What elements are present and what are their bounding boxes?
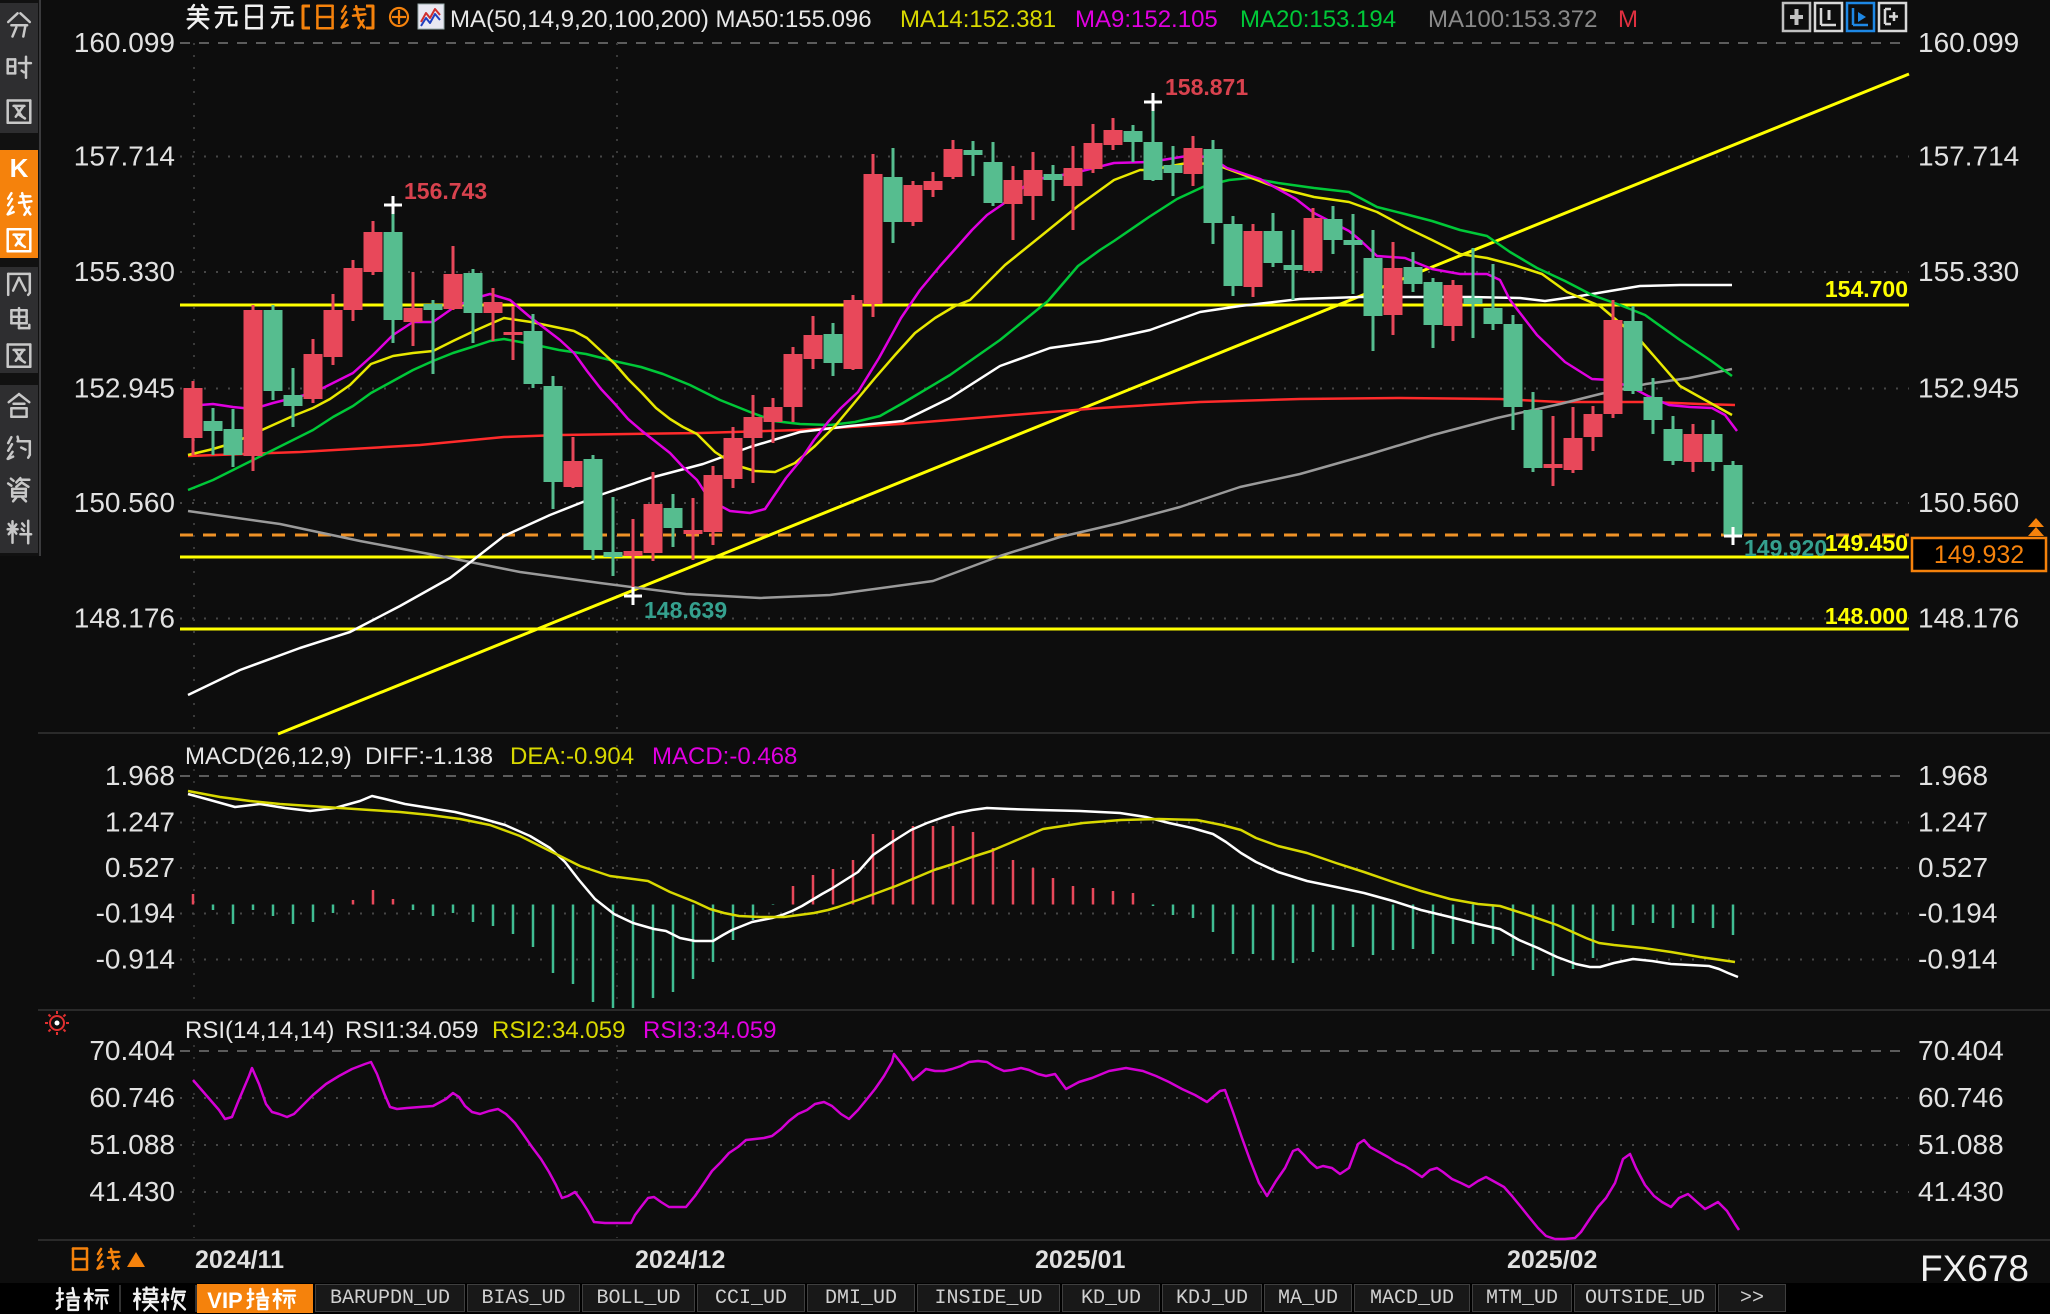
- svg-text:152.945: 152.945: [74, 373, 175, 404]
- svg-text:RSI1:34.059: RSI1:34.059: [345, 1017, 478, 1044]
- svg-text:MA(50,14,9,20,100,200) MA50:15: MA(50,14,9,20,100,200) MA50:155.096: [450, 6, 872, 33]
- svg-text:157.714: 157.714: [74, 141, 175, 172]
- svg-text:156.743: 156.743: [404, 178, 487, 204]
- svg-text:RSI2:34.059: RSI2:34.059: [492, 1017, 625, 1044]
- svg-text:FX678: FX678: [1920, 1248, 2029, 1289]
- svg-text:148.176: 148.176: [74, 603, 175, 634]
- svg-text:41.430: 41.430: [89, 1176, 175, 1207]
- svg-text:60.746: 60.746: [89, 1082, 175, 1113]
- svg-text:160.099: 160.099: [1918, 27, 2019, 58]
- svg-text:148.639: 148.639: [644, 597, 727, 623]
- svg-text:DIFF:-1.138: DIFF:-1.138: [365, 743, 493, 770]
- svg-text:0.527: 0.527: [1918, 852, 1988, 883]
- svg-text:148.000: 148.000: [1825, 603, 1908, 629]
- svg-text:150.560: 150.560: [1918, 487, 2019, 518]
- svg-text:MA14:152.381: MA14:152.381: [900, 6, 1056, 33]
- svg-text:1.247: 1.247: [1918, 807, 1988, 838]
- svg-text:148.176: 148.176: [1918, 603, 2019, 634]
- svg-text:1.968: 1.968: [105, 760, 175, 791]
- svg-text:155.330: 155.330: [1918, 256, 2019, 287]
- svg-text:149.920: 149.920: [1744, 535, 1827, 561]
- svg-text:1.247: 1.247: [105, 807, 175, 838]
- svg-text:2025/02: 2025/02: [1507, 1246, 1597, 1274]
- svg-text:157.714: 157.714: [1918, 141, 2019, 172]
- svg-text:154.700: 154.700: [1825, 276, 1908, 302]
- svg-text:MACD:-0.468: MACD:-0.468: [652, 743, 797, 770]
- svg-text:-0.194: -0.194: [96, 898, 175, 929]
- svg-text:2025/01: 2025/01: [1035, 1246, 1125, 1274]
- svg-text:1.968: 1.968: [1918, 760, 1988, 791]
- svg-text:155.330: 155.330: [74, 256, 175, 287]
- svg-text:DEA:-0.904: DEA:-0.904: [510, 743, 634, 770]
- svg-text:60.746: 60.746: [1918, 1082, 2004, 1113]
- svg-text:160.099: 160.099: [74, 27, 175, 58]
- svg-text:70.404: 70.404: [1918, 1035, 2004, 1066]
- svg-text:MA9:152.105: MA9:152.105: [1075, 6, 1218, 33]
- svg-text:-0.194: -0.194: [1918, 898, 1997, 929]
- svg-text:0.527: 0.527: [105, 852, 175, 883]
- svg-text:-0.914: -0.914: [1918, 944, 1997, 975]
- svg-text:RSI(14,14,14): RSI(14,14,14): [185, 1017, 334, 1044]
- svg-text:51.088: 51.088: [89, 1129, 175, 1160]
- svg-text:149.450: 149.450: [1825, 530, 1908, 556]
- svg-text:MA20:153.194: MA20:153.194: [1240, 6, 1396, 33]
- svg-text:2024/12: 2024/12: [635, 1246, 725, 1274]
- svg-text:-0.914: -0.914: [96, 944, 175, 975]
- svg-text:MA100:153.372: MA100:153.372: [1428, 6, 1597, 33]
- svg-text:41.430: 41.430: [1918, 1176, 2004, 1207]
- svg-text:M: M: [1618, 6, 1638, 33]
- svg-text:150.560: 150.560: [74, 487, 175, 518]
- svg-text:152.945: 152.945: [1918, 373, 2019, 404]
- svg-text:149.932: 149.932: [1934, 541, 2024, 569]
- svg-text:MACD(26,12,9): MACD(26,12,9): [185, 743, 352, 770]
- svg-text:51.088: 51.088: [1918, 1129, 2004, 1160]
- svg-text:RSI3:34.059: RSI3:34.059: [643, 1017, 776, 1044]
- svg-text:2024/11: 2024/11: [195, 1246, 284, 1274]
- svg-text:VIP: VIP: [207, 1288, 242, 1313]
- svg-text:158.871: 158.871: [1165, 74, 1248, 100]
- svg-text:70.404: 70.404: [89, 1035, 175, 1066]
- svg-text:K: K: [10, 153, 29, 183]
